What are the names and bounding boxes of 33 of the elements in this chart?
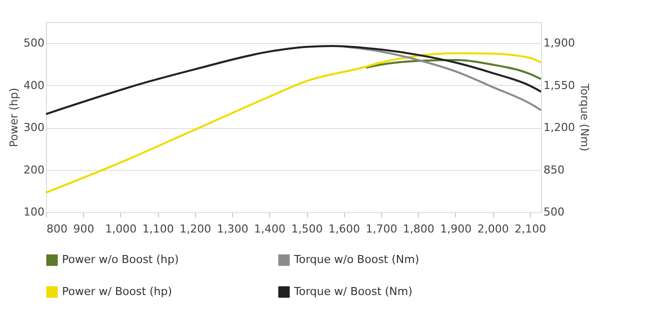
y2-tick-label: 1,200 [544,121,575,134]
x-tick-label: 1,400 [254,222,286,236]
y-tick-label: 100 [24,206,44,218]
x-tick-label: 900 [73,222,94,236]
x-tick-label: 1,700 [366,222,398,236]
line-series [365,59,542,80]
x-tick-label: 800 [46,222,68,236]
x-tick-label: 1,500 [291,222,323,236]
x-tick-label: 2,000 [477,222,509,236]
y2-tick-label: 500 [544,206,564,218]
line-series [45,52,542,194]
x-tick-label: 1,100 [142,222,174,236]
y2-tick-label: 1,900 [544,36,575,50]
y-tick-label: 200 [24,163,44,176]
x-tick-label: 1,200 [180,222,212,236]
x-tick-label: 1,800 [402,222,434,236]
legend-label: Power w/o Boost (hp) [62,253,179,266]
legend-label: Power w/ Boost (hp) [62,285,172,298]
y-axis-title: Power (hp) [8,88,21,148]
x-tick-label: 1,900 [440,222,472,236]
y-tick-label: 400 [24,78,44,92]
legend-label: Torque w/o Boost (Nm) [293,253,420,266]
y2-axis-title: Torque (Nm) [578,82,591,152]
x-tick-label: 1,600 [328,222,360,236]
y-tick-label: 300 [24,121,44,134]
y2-tick-label: 1,550 [544,78,575,92]
y-tick-label: 500 [24,36,44,50]
legend-label: Torque w/ Boost (Nm) [293,285,412,298]
x-tick-label: 1,300 [216,222,248,236]
x-tick-label: 1,000 [105,222,137,236]
line-series [45,45,542,116]
y2-tick-label: 850 [544,163,564,176]
x-tick-label: 2,100 [514,222,546,236]
